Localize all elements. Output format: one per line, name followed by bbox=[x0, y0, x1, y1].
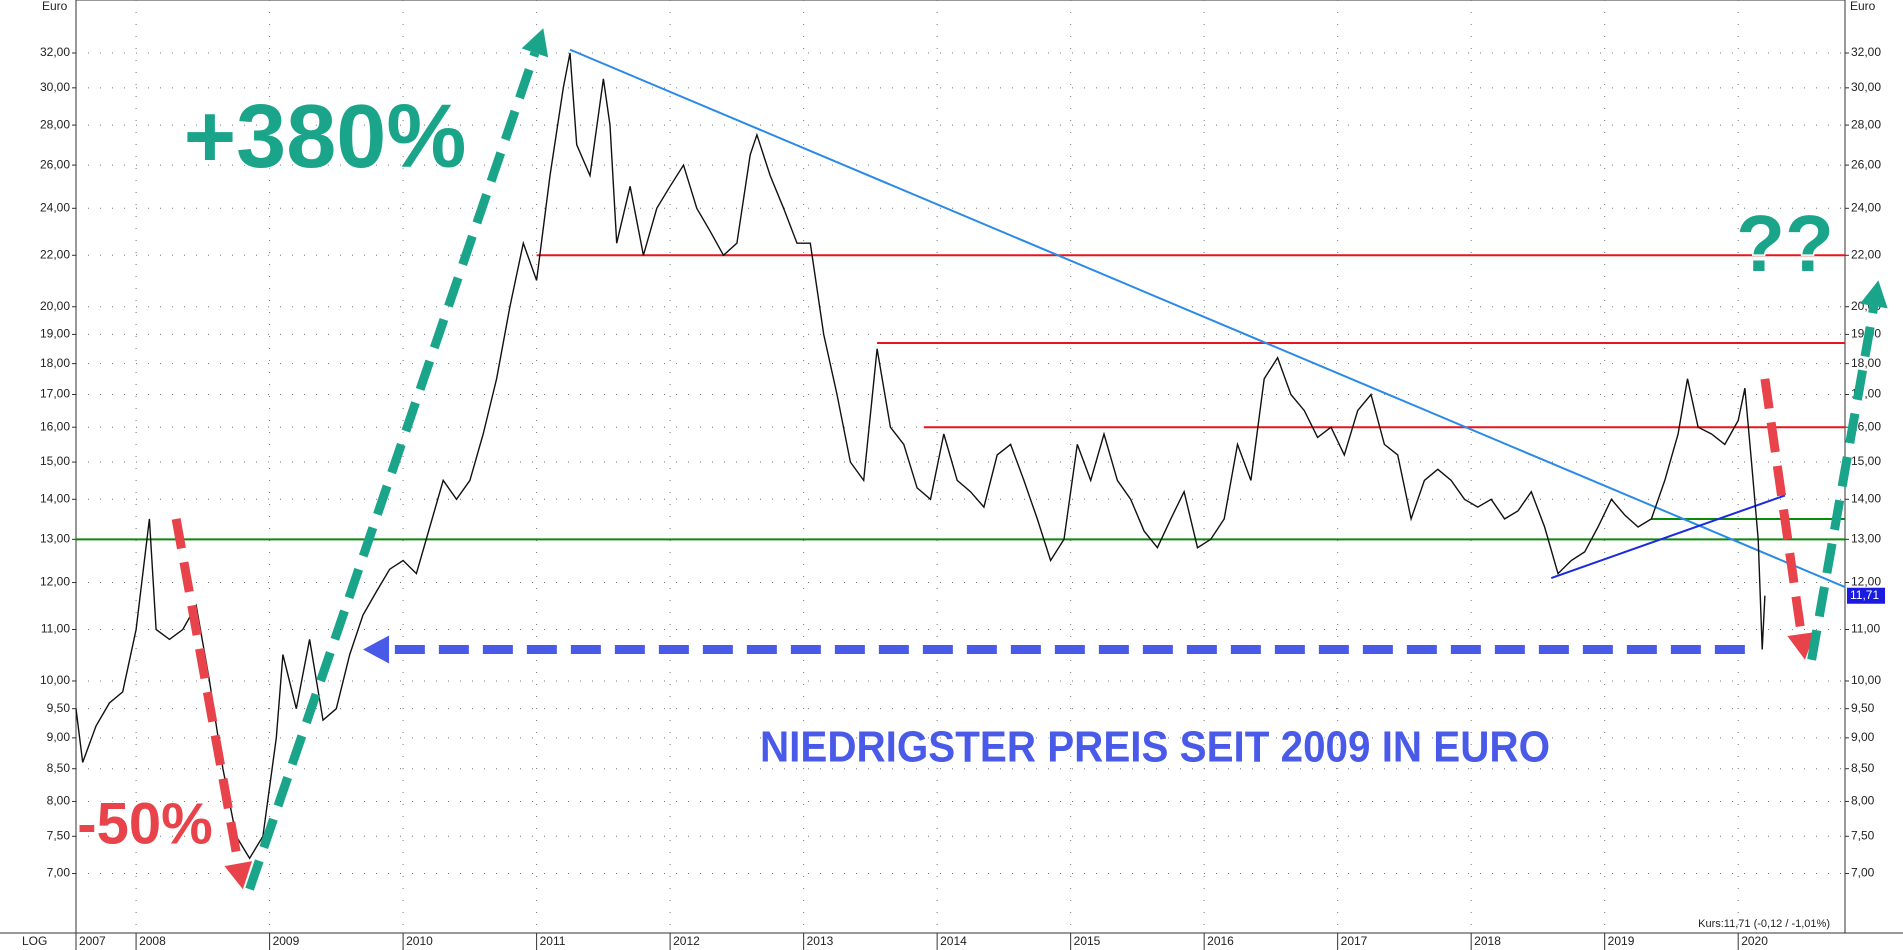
y-tick-label-right: 8,00 bbox=[1851, 794, 1875, 808]
arrow-head bbox=[1787, 632, 1816, 660]
x-tick-label: 2020 bbox=[1741, 934, 1768, 948]
y-tick-label: 9,00 bbox=[47, 730, 71, 744]
arrow-shaft bbox=[171, 518, 243, 865]
y-tick-label-right: 7,50 bbox=[1851, 828, 1875, 842]
x-tick-label: 2013 bbox=[807, 934, 834, 948]
y-tick-label-right: 7,00 bbox=[1851, 866, 1875, 880]
y-tick-label: 10,00 bbox=[40, 673, 70, 687]
y-tick-label-right: 10,00 bbox=[1851, 673, 1881, 687]
y-tick-label: 17,00 bbox=[40, 387, 70, 401]
y-tick-label: 8,00 bbox=[47, 794, 71, 808]
arrow-head bbox=[521, 28, 549, 58]
y-tick-label: 26,00 bbox=[40, 157, 70, 171]
y-tick-label: 30,00 bbox=[40, 80, 70, 94]
y-tick-label-right: 18,00 bbox=[1851, 356, 1881, 370]
x-tick-label: 2008 bbox=[139, 934, 166, 948]
arrow-shaft bbox=[1807, 305, 1879, 661]
y-tick-label: 24,00 bbox=[40, 200, 70, 214]
price-line bbox=[75, 52, 1766, 860]
arrow-head bbox=[363, 635, 390, 664]
x-tick-label: 2011 bbox=[540, 934, 566, 948]
y-tick-label-right: 13,00 bbox=[1851, 531, 1881, 545]
y-tick-label: 20,00 bbox=[40, 299, 70, 313]
y-tick-label: 15,00 bbox=[40, 454, 70, 468]
y-tick-label: 8,50 bbox=[47, 761, 71, 775]
y-tick-label: 28,00 bbox=[40, 117, 70, 131]
y-axis-label: Euro bbox=[42, 0, 68, 13]
y-tick-label: 19,00 bbox=[40, 327, 70, 341]
y-axis-label-right: Euro bbox=[1850, 0, 1876, 13]
y-tick-label-right: 8,50 bbox=[1851, 761, 1875, 775]
quote: Kurs:11,71 (-0,12 / -1,01%) bbox=[1698, 918, 1830, 930]
plot-frame bbox=[75, 0, 1846, 934]
y-tick-label-right: 12,00 bbox=[1851, 575, 1881, 589]
x-tick-label: 2007 bbox=[79, 934, 106, 948]
last-price-box bbox=[1847, 587, 1885, 604]
y-tick-label-right: 11,00 bbox=[1851, 622, 1880, 636]
y-tick-label-right: 22,00 bbox=[1851, 247, 1881, 261]
y-tick-label-right: 24,00 bbox=[1851, 200, 1881, 214]
x-tick-label: 2016 bbox=[1207, 934, 1234, 948]
y-tick-label-right: 15,00 bbox=[1851, 454, 1881, 468]
y-tick-label: 11,00 bbox=[41, 622, 70, 636]
y-tick-label-right: 30,00 bbox=[1851, 80, 1881, 94]
scale-label: LOG bbox=[22, 934, 47, 948]
y-tick-label-right: 9,50 bbox=[1851, 701, 1875, 715]
annotation: -50% bbox=[77, 791, 212, 856]
trend-line bbox=[569, 48, 1846, 588]
arrow-head bbox=[1860, 280, 1888, 309]
y-tick-label: 16,00 bbox=[40, 419, 70, 433]
annotation: +380% bbox=[184, 87, 467, 187]
y-tick-label: 7,00 bbox=[47, 866, 71, 880]
trend-line bbox=[1550, 494, 1786, 579]
y-tick-label: 18,00 bbox=[40, 356, 70, 370]
x-tick-label: 2018 bbox=[1474, 934, 1501, 948]
last-price-label: 11,71 bbox=[1850, 588, 1879, 602]
y-tick-label: 7,50 bbox=[47, 828, 71, 842]
y-tick-label-right: 9,00 bbox=[1851, 730, 1875, 744]
y-tick-label: 13,00 bbox=[40, 531, 70, 545]
x-tick-label: 2012 bbox=[673, 934, 700, 948]
y-tick-label-right: 16,00 bbox=[1851, 419, 1881, 433]
y-tick-label: 14,00 bbox=[40, 491, 70, 505]
annotation: NIEDRIGSTER PREIS SEIT 2009 IN EURO bbox=[760, 723, 1550, 772]
y-tick-label: 9,50 bbox=[47, 701, 71, 715]
y-tick-label: 32,00 bbox=[40, 45, 70, 59]
x-tick-label: 2015 bbox=[1074, 934, 1101, 948]
x-tick-label: 2009 bbox=[273, 934, 300, 948]
y-tick-label-right: 14,00 bbox=[1851, 491, 1881, 505]
x-tick-label: 2014 bbox=[940, 934, 967, 948]
annotation: ?? bbox=[1736, 199, 1834, 288]
x-tick-label: 2017 bbox=[1341, 934, 1368, 948]
x-tick-label: 2010 bbox=[406, 934, 433, 948]
x-tick-label: 2019 bbox=[1608, 934, 1635, 948]
arrow-head bbox=[224, 861, 253, 890]
y-tick-label: 22,00 bbox=[40, 247, 70, 261]
arrow-shaft bbox=[245, 51, 540, 891]
y-tick-label-right: 28,00 bbox=[1851, 117, 1881, 131]
y-tick-label-right: 26,00 bbox=[1851, 157, 1881, 171]
y-tick-label: 12,00 bbox=[40, 575, 70, 589]
y-tick-label-right: 32,00 bbox=[1851, 45, 1881, 59]
